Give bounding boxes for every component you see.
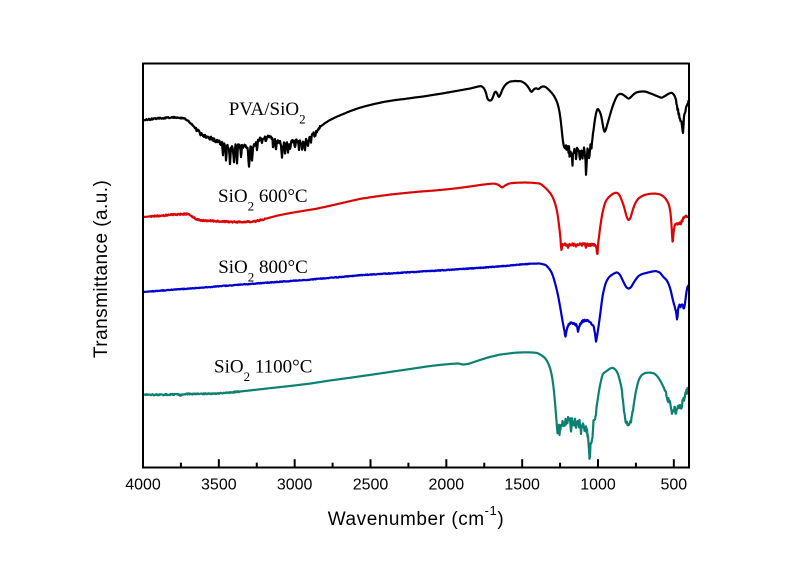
svg-text:3500: 3500 <box>201 477 237 494</box>
svg-text:1500: 1500 <box>504 477 540 494</box>
svg-text:1000: 1000 <box>580 477 616 494</box>
svg-text:3000: 3000 <box>277 477 313 494</box>
svg-text:Transmittance (a.u.): Transmittance (a.u.) <box>91 180 112 358</box>
svg-text:2500: 2500 <box>353 477 389 494</box>
svg-text:4000: 4000 <box>125 477 161 494</box>
svg-text:2000: 2000 <box>429 477 465 494</box>
svg-text:500: 500 <box>660 477 687 494</box>
